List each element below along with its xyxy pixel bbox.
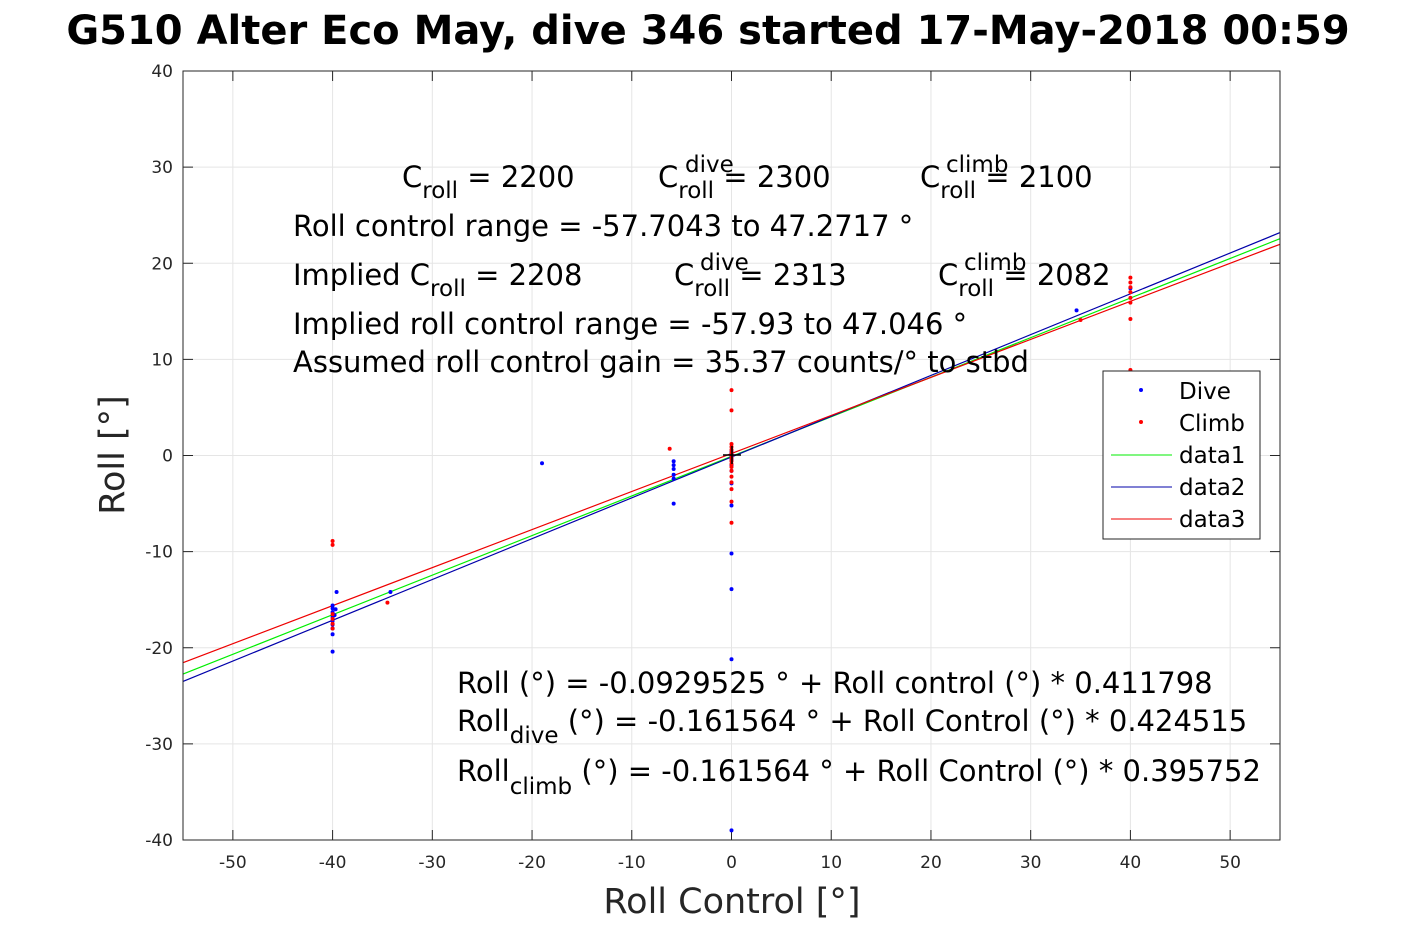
climb-point — [1128, 275, 1133, 280]
x-tick-label: 30 — [1020, 853, 1042, 873]
dive-point — [671, 501, 676, 506]
climb-point — [330, 542, 335, 547]
climb-point — [1128, 285, 1133, 290]
annotation-implied-climb-superscript: climb — [964, 250, 1026, 276]
x-tick-label: 50 — [1219, 853, 1241, 873]
legend: Dive Climb data1 data2 data3 — [1102, 370, 1261, 540]
dive-point — [330, 649, 335, 654]
climb-point — [729, 468, 734, 473]
climb-point — [729, 465, 734, 470]
climb-point — [330, 616, 335, 621]
dive-point — [330, 632, 335, 637]
data-points — [330, 275, 1133, 833]
dive-point — [671, 472, 676, 477]
x-tick-label: 20 — [920, 853, 942, 873]
climb-point — [1128, 300, 1133, 305]
x-axis-label: Roll Control [°] — [603, 882, 860, 922]
dive-point — [671, 476, 676, 481]
x-tick-label: 0 — [726, 853, 737, 873]
x-tick-label: -10 — [618, 853, 646, 873]
x-tick-label: -50 — [219, 853, 247, 873]
dive-point — [540, 461, 545, 466]
x-tick-label: -40 — [319, 853, 347, 873]
y-tick-label: -10 — [145, 543, 173, 563]
annotation-fit-overall: Roll (°) = -0.0929525 ° + Roll control (… — [457, 666, 1213, 700]
annotation-climb-superscript: climb — [946, 152, 1008, 178]
x-tick-label: 40 — [1120, 853, 1142, 873]
climb-point — [1128, 295, 1133, 300]
dive-point — [388, 589, 393, 594]
climb-point — [729, 408, 734, 413]
origin-marker — [723, 446, 741, 464]
legend-label-data2: data2 — [1179, 475, 1245, 501]
annotation-dive-superscript: dive — [685, 152, 734, 178]
grid-lines — [183, 70, 1280, 841]
climb-point — [385, 600, 390, 605]
annotation-roll-control-range: Roll control range = -57.7043 to 47.2717… — [293, 209, 913, 243]
legend-label-data1: data1 — [1179, 443, 1245, 469]
climb-point — [330, 621, 335, 626]
legend-label-data3: data3 — [1179, 507, 1245, 533]
dive-point — [330, 603, 335, 608]
annotation-gain: Assumed roll control gain = 35.37 counts… — [293, 345, 1029, 379]
y-tick-label: -30 — [145, 735, 173, 755]
chart-title: G510 Alter Eco May, dive 346 started 17-… — [66, 8, 1349, 54]
climb-point — [729, 480, 734, 485]
y-tick-label: 30 — [151, 158, 173, 178]
annotation-implied-dive-superscript: dive — [700, 250, 749, 276]
y-tick-label: 0 — [162, 447, 173, 467]
y-tick-label: 40 — [151, 62, 173, 82]
dive-point — [729, 657, 734, 662]
dive-point — [671, 463, 676, 468]
y-tick-label: 20 — [151, 254, 173, 274]
climb-point — [729, 388, 734, 393]
dive-point — [729, 587, 734, 592]
y-tick-label: -20 — [145, 639, 173, 659]
dive-point — [729, 828, 734, 833]
legend-label-dive: Dive — [1179, 379, 1231, 405]
climb-point — [1128, 280, 1133, 285]
x-tick-label: 10 — [820, 853, 842, 873]
climb-point — [667, 446, 672, 451]
dive-point — [333, 607, 338, 612]
climb-point — [330, 626, 335, 631]
annotation-implied-range: Implied roll control range = -57.93 to 4… — [293, 307, 967, 341]
dive-point — [1074, 308, 1079, 313]
x-tick-labels: -50 -40 -30 -20 -10 0 10 20 30 40 50 — [219, 853, 1241, 873]
legend-marker-climb — [1139, 420, 1143, 424]
climb-point — [729, 487, 734, 492]
climb-point — [729, 520, 734, 525]
climb-point — [1078, 317, 1083, 322]
x-tick-label: -20 — [518, 853, 546, 873]
dive-point — [729, 503, 734, 508]
climb-point — [330, 539, 335, 544]
dive-point — [729, 551, 734, 556]
climb-point — [330, 612, 335, 617]
x-tick-label: -30 — [418, 853, 446, 873]
dive-point — [671, 466, 676, 471]
annotation-implied-c-dive: Croll = 2313 — [674, 258, 847, 302]
legend-marker-dive — [1139, 388, 1143, 392]
climb-point — [729, 499, 734, 504]
y-axis-label: Roll [°] — [93, 395, 133, 515]
y-tick-label: -40 — [145, 831, 173, 851]
climb-point — [1128, 317, 1133, 322]
legend-label-climb: Climb — [1179, 411, 1245, 437]
dive-point — [671, 459, 676, 464]
climb-point — [729, 474, 734, 479]
axes-box — [182, 70, 1281, 841]
climb-point — [729, 441, 734, 446]
dive-point — [334, 589, 339, 594]
y-tick-label: 10 — [151, 350, 173, 370]
climb-point — [1128, 290, 1133, 295]
y-tick-labels: -40 -30 -20 -10 0 10 20 30 40 — [145, 62, 173, 851]
